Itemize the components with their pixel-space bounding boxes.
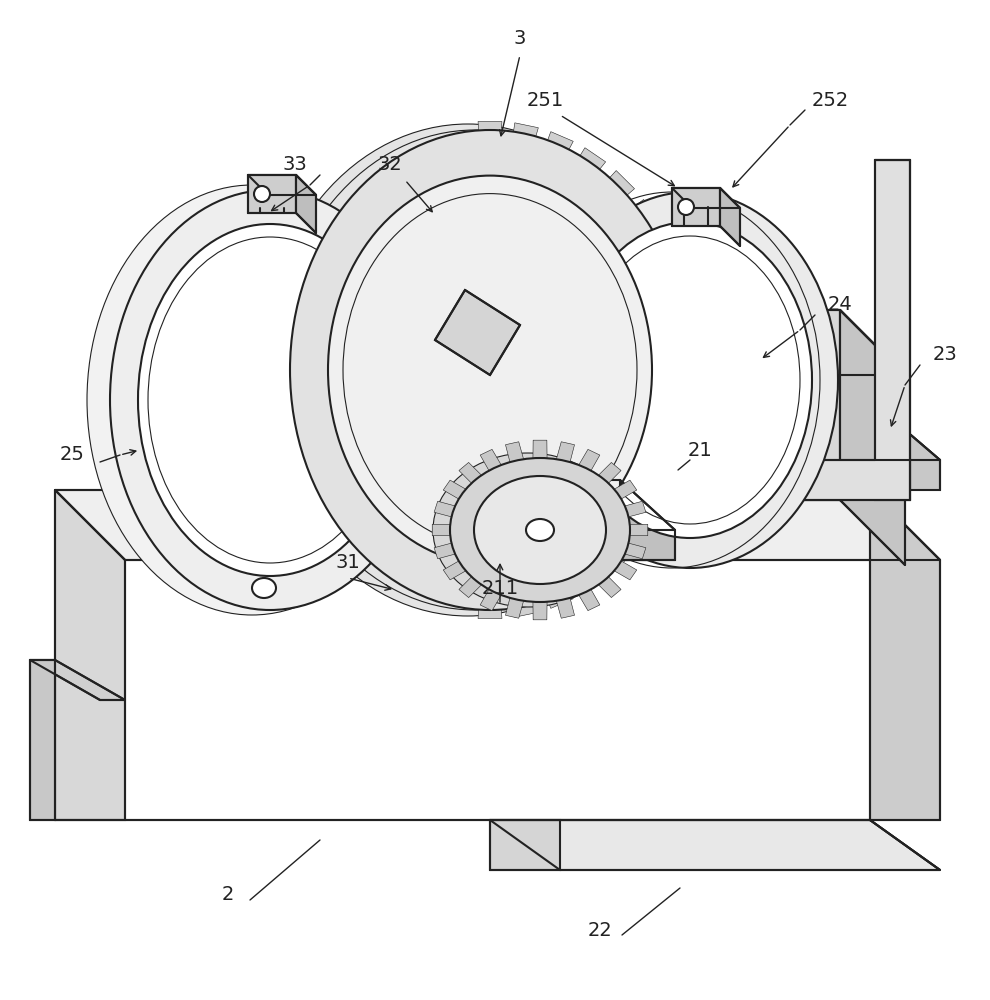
Text: 211: 211 xyxy=(481,578,519,597)
Text: 25: 25 xyxy=(59,446,84,464)
Text: 33: 33 xyxy=(282,155,307,174)
Polygon shape xyxy=(200,400,270,490)
Polygon shape xyxy=(580,571,606,592)
Ellipse shape xyxy=(474,476,606,584)
Polygon shape xyxy=(636,199,659,226)
Polygon shape xyxy=(614,480,637,499)
Ellipse shape xyxy=(433,453,623,607)
Polygon shape xyxy=(506,598,524,618)
Polygon shape xyxy=(55,490,940,560)
Polygon shape xyxy=(433,524,450,536)
Polygon shape xyxy=(598,462,621,483)
Polygon shape xyxy=(672,188,740,208)
Ellipse shape xyxy=(138,224,402,576)
Ellipse shape xyxy=(262,124,674,616)
Polygon shape xyxy=(556,598,574,618)
Polygon shape xyxy=(444,561,466,580)
Polygon shape xyxy=(685,398,700,427)
Polygon shape xyxy=(55,490,125,820)
Polygon shape xyxy=(514,123,539,136)
Ellipse shape xyxy=(568,222,812,538)
Ellipse shape xyxy=(328,176,652,564)
Polygon shape xyxy=(435,501,455,517)
Polygon shape xyxy=(248,175,316,195)
Polygon shape xyxy=(435,290,520,375)
Polygon shape xyxy=(579,589,600,611)
Polygon shape xyxy=(444,480,466,499)
Polygon shape xyxy=(620,480,675,560)
Polygon shape xyxy=(657,234,678,262)
Text: 31: 31 xyxy=(336,554,360,572)
Polygon shape xyxy=(296,175,316,233)
Polygon shape xyxy=(680,460,910,500)
Text: 24: 24 xyxy=(828,296,852,314)
Ellipse shape xyxy=(87,185,417,615)
Ellipse shape xyxy=(678,199,694,215)
Ellipse shape xyxy=(252,578,276,598)
Text: 22: 22 xyxy=(588,920,613,940)
Polygon shape xyxy=(720,188,740,246)
Polygon shape xyxy=(547,591,573,608)
Polygon shape xyxy=(580,148,606,169)
Polygon shape xyxy=(435,543,455,559)
Polygon shape xyxy=(685,313,700,342)
Polygon shape xyxy=(510,480,565,560)
Ellipse shape xyxy=(290,130,690,610)
Polygon shape xyxy=(459,577,481,598)
Text: 21: 21 xyxy=(688,440,713,460)
Text: 23: 23 xyxy=(933,346,957,364)
Polygon shape xyxy=(610,310,840,500)
Polygon shape xyxy=(672,188,720,226)
Polygon shape xyxy=(598,577,621,598)
Polygon shape xyxy=(459,462,481,483)
Polygon shape xyxy=(870,400,940,490)
Ellipse shape xyxy=(542,192,838,568)
Ellipse shape xyxy=(450,458,630,602)
Polygon shape xyxy=(480,449,501,471)
Polygon shape xyxy=(674,272,692,301)
Polygon shape xyxy=(610,545,635,569)
Polygon shape xyxy=(690,356,701,384)
Polygon shape xyxy=(840,310,905,565)
Polygon shape xyxy=(674,439,692,468)
Polygon shape xyxy=(630,524,647,536)
Polygon shape xyxy=(533,602,547,620)
Ellipse shape xyxy=(110,190,430,610)
Text: 2: 2 xyxy=(222,886,235,904)
Ellipse shape xyxy=(254,186,270,202)
Polygon shape xyxy=(614,561,637,580)
Text: 252: 252 xyxy=(812,91,848,109)
Text: 3: 3 xyxy=(514,28,527,47)
Text: 32: 32 xyxy=(377,155,402,174)
Polygon shape xyxy=(480,589,501,611)
Polygon shape xyxy=(625,543,645,559)
Polygon shape xyxy=(200,400,940,460)
Polygon shape xyxy=(30,660,55,820)
Polygon shape xyxy=(547,132,573,149)
Polygon shape xyxy=(506,442,524,462)
Polygon shape xyxy=(478,610,502,618)
Polygon shape xyxy=(30,660,125,700)
Polygon shape xyxy=(610,310,905,375)
Polygon shape xyxy=(610,171,635,195)
Polygon shape xyxy=(625,501,645,517)
Polygon shape xyxy=(636,514,659,541)
Polygon shape xyxy=(248,175,296,213)
Polygon shape xyxy=(478,122,502,130)
Polygon shape xyxy=(875,160,910,500)
Polygon shape xyxy=(510,480,675,530)
Polygon shape xyxy=(533,440,547,458)
Ellipse shape xyxy=(526,519,554,541)
Polygon shape xyxy=(490,820,560,870)
Polygon shape xyxy=(556,442,574,462)
Polygon shape xyxy=(870,820,940,870)
Polygon shape xyxy=(579,449,600,471)
Polygon shape xyxy=(657,478,678,506)
Text: 251: 251 xyxy=(527,91,563,109)
Polygon shape xyxy=(514,604,539,617)
Polygon shape xyxy=(870,490,940,820)
Polygon shape xyxy=(490,820,940,870)
